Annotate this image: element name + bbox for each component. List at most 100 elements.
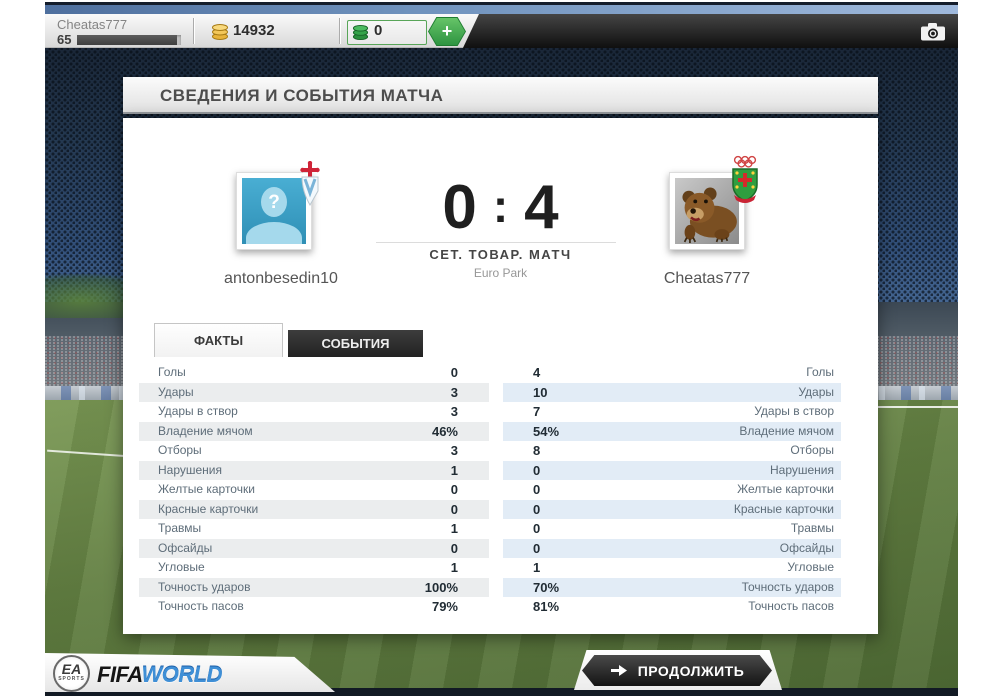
away-stat-cell: 0 Красные карточки	[503, 499, 841, 519]
fifa-points-balance: 0	[374, 22, 383, 39]
stat-value-away: 0	[533, 540, 541, 556]
stat-value-away: 0	[533, 521, 541, 536]
bottom-dark-strip	[45, 688, 958, 696]
stat-label-home: Точность пасов	[158, 599, 244, 613]
home-stat-cell: Желтые карточки 0	[139, 480, 489, 500]
stat-label-away: Точность ударов	[741, 579, 834, 594]
coin-stack-icon	[211, 23, 229, 46]
stat-label-home: Травмы	[158, 521, 202, 535]
coins-balance: 14932	[233, 22, 275, 39]
panel-title: СВЕДЕНИЯ И СОБЫТИЯ МАТЧА	[123, 77, 878, 114]
match-type-label: СЕТ. ТОВАР. МАТЧ	[429, 247, 572, 262]
home-avatar: ?	[236, 172, 312, 250]
stat-value-home: 1	[450, 521, 458, 536]
stat-value-away: 7	[533, 404, 541, 419]
stat-value-away: 81%	[533, 599, 560, 614]
stats-row: Красные карточки 0 0 Красные карточки	[139, 499, 841, 519]
question-mark-icon: ?	[268, 192, 280, 213]
home-stat-cell: Травмы 1	[139, 519, 489, 539]
sky-strip	[45, 2, 958, 14]
stat-value-home: 1	[450, 560, 458, 575]
stat-label-away: Владение мячом	[739, 423, 834, 438]
away-avatar-image	[675, 178, 739, 244]
stat-label-home: Удары в створ	[158, 404, 238, 418]
person-silhouette-icon	[246, 222, 302, 244]
home-stat-cell: Удары в створ 3	[139, 402, 489, 422]
top-bar-divider	[339, 18, 340, 44]
stats-row: Удары в створ 3 7 Удары в створ	[139, 402, 841, 422]
stat-label-away: Угловые	[787, 560, 834, 574]
ea-sports-text: SPORTS	[58, 676, 85, 682]
score-separator: :	[492, 180, 509, 232]
away-avatar	[669, 172, 745, 250]
tab-events[interactable]: СОБЫТИЯ	[288, 330, 423, 357]
stat-value-home: 0	[450, 501, 458, 517]
away-player-name: Cheatas777	[663, 270, 751, 287]
stat-value-away: 1	[533, 560, 541, 575]
stats-column-gap	[489, 441, 503, 461]
stat-value-away: 0	[533, 462, 541, 478]
stats-column-gap	[489, 422, 503, 442]
stats-column-gap	[489, 363, 503, 383]
away-stat-cell: 54% Владение мячом	[503, 421, 841, 441]
camera-button[interactable]	[920, 22, 952, 44]
stat-label-away: Офсайды	[779, 540, 834, 555]
home-stat-cell: Нарушения 1	[139, 460, 489, 480]
home-player-name: antonbesedin10	[224, 270, 338, 287]
pitch-line	[871, 406, 958, 408]
stats-column-gap	[489, 402, 503, 422]
away-stat-cell: 81% Точность пасов	[503, 597, 841, 617]
home-stat-cell: Угловые 1	[139, 558, 489, 578]
stats-column-gap	[489, 539, 503, 559]
match-summary-panel: СВЕДЕНИЯ И СОБЫТИЯ МАТЧА ?	[123, 77, 878, 634]
tab-facts[interactable]: ФАКТЫ	[154, 323, 283, 357]
stat-label-away: Травмы	[790, 521, 834, 535]
stat-value-away: 4	[533, 365, 541, 380]
stat-value-away: 54%	[533, 423, 560, 439]
add-points-button[interactable]: +	[428, 17, 466, 46]
top-bar-divider	[193, 18, 194, 44]
away-stat-cell: 7 Удары в створ	[503, 402, 841, 422]
home-stat-cell: Красные карточки 0	[139, 499, 489, 519]
stat-label-home: Угловые	[158, 560, 205, 574]
continue-button[interactable]: ПРОДОЛЖИТЬ	[582, 655, 772, 686]
stats-row: Отборы 3 8 Отборы	[139, 441, 841, 461]
stats-column-gap	[489, 519, 503, 539]
stats-row: Точность пасов 79% 81% Точность пасов	[139, 597, 841, 617]
away-stat-cell: 10 Удары	[503, 382, 841, 402]
score-divider	[376, 242, 616, 243]
stat-label-home: Офсайды	[158, 540, 213, 555]
away-stat-cell: 0 Нарушения	[503, 460, 841, 480]
plus-icon: +	[429, 18, 465, 45]
stat-value-home: 79%	[431, 599, 458, 614]
stat-label-home: Удары	[158, 384, 194, 399]
fifa-world-logo: FIFAWORLD	[97, 662, 223, 688]
person-silhouette-icon	[261, 187, 287, 217]
top-bar-dark-section	[455, 14, 958, 48]
stat-value-away: 0	[533, 482, 541, 497]
home-stat-cell: Удары 3	[139, 382, 489, 402]
stat-label-away: Удары	[798, 384, 834, 399]
venue-label: Euro Park	[473, 266, 528, 280]
home-stat-cell: Владение мячом 46%	[139, 421, 489, 441]
home-stat-cell: Офсайды 0	[139, 538, 489, 558]
stat-label-away: Красные карточки	[733, 501, 834, 516]
away-stat-cell: 70% Точность ударов	[503, 577, 841, 597]
away-stat-cell: 1 Угловые	[503, 558, 841, 578]
score-line: 0:4	[123, 173, 878, 241]
away-stat-cell: 0 Офсайды	[503, 538, 841, 558]
stat-value-home: 46%	[431, 423, 458, 439]
stat-value-home: 3	[450, 384, 458, 400]
stat-label-away: Удары в створ	[754, 404, 834, 418]
username-label: Cheatas777	[57, 17, 128, 32]
stat-value-home: 100%	[424, 579, 458, 595]
stats-column-gap	[489, 480, 503, 500]
stat-value-home: 0	[450, 540, 458, 556]
stat-label-home: Красные карточки	[158, 501, 259, 516]
stats-row: Офсайды 0 0 Офсайды	[139, 538, 841, 559]
stats-column-gap	[489, 597, 503, 617]
stat-value-home: 0	[450, 482, 458, 497]
away-stat-cell: 0 Желтые карточки	[503, 480, 841, 500]
stat-label-home: Голы	[158, 365, 186, 379]
